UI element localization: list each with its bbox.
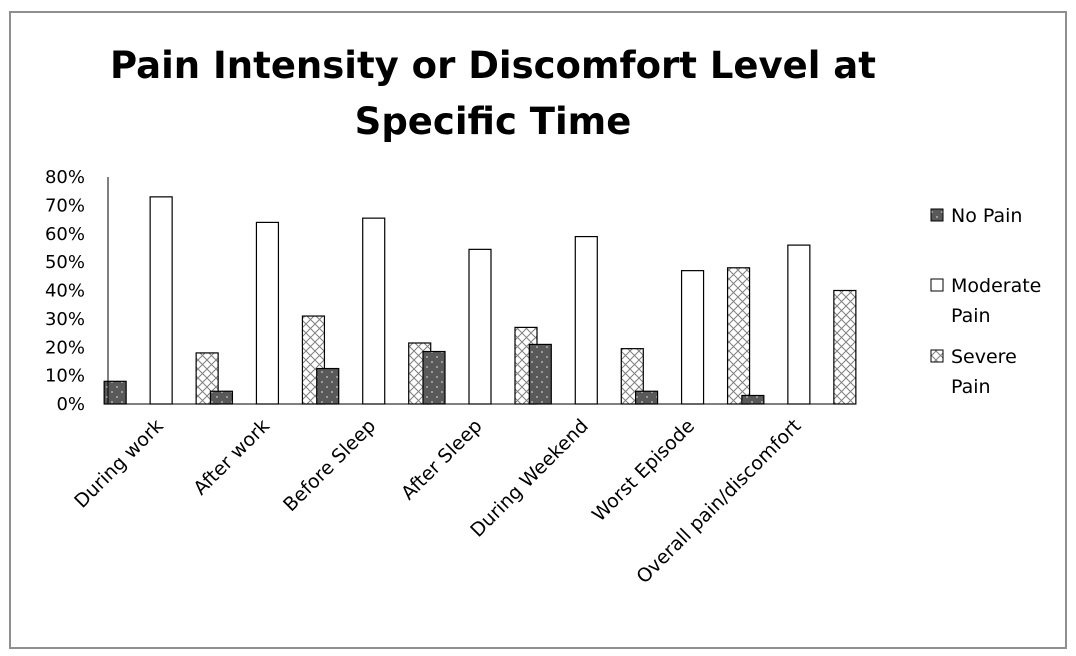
- bar: [209, 390, 234, 405]
- legend-label: Moderate: [951, 275, 1041, 297]
- bar: [833, 289, 857, 405]
- legend-label: No Pain: [951, 205, 1022, 227]
- bar: [680, 270, 705, 405]
- category-label: During Weekend: [466, 415, 593, 542]
- bar: [316, 367, 340, 405]
- y-tick-label: 50%: [45, 252, 85, 273]
- bar: [255, 221, 280, 405]
- legend-swatch: [930, 208, 944, 222]
- legend-label: Pain: [951, 376, 991, 398]
- chart-frame: [9, 11, 1067, 649]
- chart-title-line-2: Specific Time: [355, 100, 632, 143]
- bar: [362, 217, 386, 405]
- category-labels: During work After work Before Sleep After S…: [70, 415, 805, 588]
- y-tick-label: 70%: [45, 195, 85, 216]
- bar: [528, 343, 552, 405]
- bar: [634, 390, 659, 405]
- legend: No Pain Moderate Pain Severe Pain: [930, 205, 1041, 398]
- bar: [422, 350, 446, 405]
- legend-label: Pain: [951, 305, 991, 327]
- y-tick-label: 40%: [45, 281, 85, 302]
- bar: [741, 394, 765, 405]
- y-tick-label: 20%: [45, 337, 85, 358]
- bar: [149, 196, 173, 405]
- y-tick-label: 0%: [56, 394, 85, 415]
- bar: [103, 380, 127, 405]
- bar: [726, 267, 751, 405]
- y-tick-label: 10%: [45, 366, 85, 387]
- y-tick-label: 60%: [45, 224, 85, 245]
- y-axis-ticks: 0% 10% 20% 30% 40% 50% 60% 70% 80%: [45, 167, 85, 415]
- bar: [787, 244, 811, 405]
- category-label: During work: [70, 415, 168, 513]
- legend-label: Severe: [951, 346, 1017, 368]
- legend-swatch: [930, 278, 944, 292]
- y-tick-label: 30%: [45, 309, 85, 330]
- category-label: After Sleep: [397, 415, 486, 504]
- category-label: After work: [189, 415, 274, 500]
- chart-title-line-1: Pain Intensity or Discomfort Level at: [110, 44, 876, 87]
- category-label: Worst Episode: [588, 415, 699, 526]
- bars-group: [103, 196, 857, 405]
- category-label: Before Sleep: [279, 415, 380, 516]
- legend-swatch: [930, 349, 944, 363]
- y-tick-label: 80%: [45, 167, 85, 188]
- bar: [574, 235, 598, 405]
- bar: [468, 248, 492, 405]
